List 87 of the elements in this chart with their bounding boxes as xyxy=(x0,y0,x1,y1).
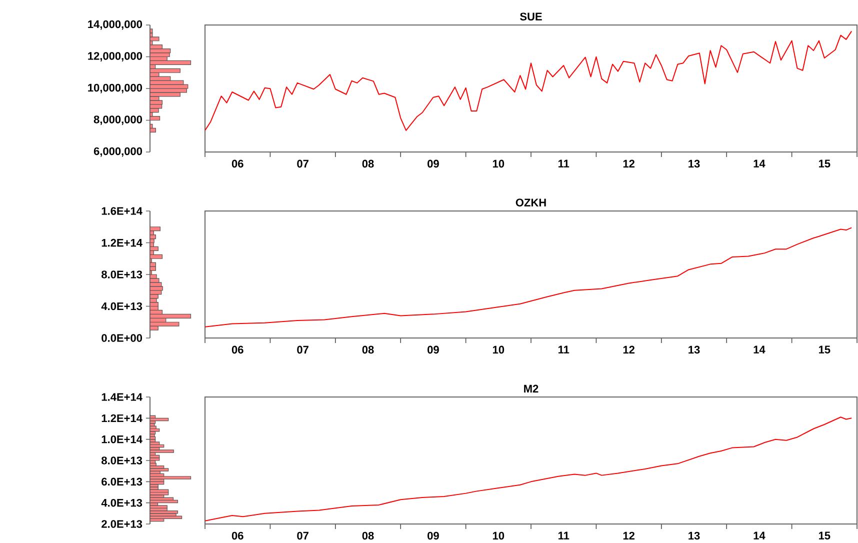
chart-title: SUE xyxy=(520,12,542,20)
bar xyxy=(150,48,171,54)
y-tick-label: 1.4E+14 xyxy=(102,393,142,401)
bar xyxy=(150,442,160,445)
y-tick-label: 4.0E+13 xyxy=(101,498,142,507)
x-tick-label: 14 xyxy=(754,160,766,168)
bar xyxy=(150,262,156,267)
x-tick-label: 13 xyxy=(688,160,700,168)
bar xyxy=(150,254,163,259)
bar xyxy=(150,128,156,132)
bar xyxy=(150,80,184,85)
bar xyxy=(150,84,188,89)
bar xyxy=(150,322,180,326)
bar xyxy=(150,431,156,434)
chart-title: M2 xyxy=(524,384,538,392)
bar xyxy=(150,274,157,279)
bar xyxy=(150,238,154,244)
bar xyxy=(150,246,158,251)
chart-title: OZKH xyxy=(516,198,546,206)
bar xyxy=(150,28,153,34)
bar xyxy=(150,278,160,283)
bar xyxy=(150,465,164,469)
y-tick-label: 6.0E+13 xyxy=(102,478,142,486)
x-tick-label: 15 xyxy=(818,532,830,540)
x-tick-label: 07 xyxy=(297,160,308,168)
x-tick-label: 11 xyxy=(558,532,570,540)
y-tick-label: 8,000,000 xyxy=(94,116,142,125)
x-tick-label: 08 xyxy=(362,346,374,354)
bar xyxy=(150,294,158,299)
x-tick-label: 14 xyxy=(754,532,766,540)
y-tick-label: 6,000,000 xyxy=(94,147,142,157)
bar xyxy=(150,226,160,232)
x-tick-label: 11 xyxy=(558,160,570,168)
y-tick-label: 1.6E+14 xyxy=(102,207,142,215)
bar xyxy=(150,108,159,113)
bar xyxy=(150,314,192,318)
bar xyxy=(150,497,174,500)
x-tick-label: 10 xyxy=(492,346,504,354)
y-tick-label: 0.0E+00 xyxy=(102,334,142,342)
x-tick-label: 08 xyxy=(362,160,374,168)
bar xyxy=(150,450,174,453)
x-tick-label: 07 xyxy=(297,346,308,354)
y-tick-label: 14,000,000 xyxy=(88,20,142,30)
x-tick-label: 13 xyxy=(688,532,700,540)
y-tick-label: 1.0E+14 xyxy=(102,435,142,444)
bar xyxy=(150,302,158,307)
x-tick-label: 08 xyxy=(362,532,374,540)
bar xyxy=(150,36,160,42)
x-tick-label: 09 xyxy=(428,160,439,168)
bar xyxy=(150,60,192,65)
y-tick-label: 2.0E+13 xyxy=(102,520,142,528)
x-tick-label: 12 xyxy=(623,532,634,540)
bar xyxy=(150,124,153,128)
bar xyxy=(150,476,192,480)
x-tick-label: 13 xyxy=(688,346,700,354)
bar xyxy=(150,439,156,442)
x-tick-label: 12 xyxy=(623,160,634,168)
y-tick-label: 8.0E+13 xyxy=(102,270,142,278)
y-tick-label: 12,000,000 xyxy=(88,52,142,62)
bar xyxy=(150,458,160,461)
bar xyxy=(150,266,156,271)
x-tick-label: 11 xyxy=(558,346,570,354)
y-tick-label: 8.0E+13 xyxy=(102,456,142,464)
bar xyxy=(150,306,158,311)
x-tick-label: 09 xyxy=(428,532,439,540)
y-tick-label: 4.0E+13 xyxy=(101,302,142,310)
bar xyxy=(150,298,157,303)
x-tick-label: 09 xyxy=(428,346,439,354)
x-tick-label: 06 xyxy=(232,532,244,540)
x-tick-label: 06 xyxy=(232,346,244,354)
x-tick-label: 14 xyxy=(754,346,766,354)
x-tick-label: 06 xyxy=(232,160,244,168)
x-tick-label: 10 xyxy=(492,532,504,540)
y-tick-label: 10,000,000 xyxy=(88,84,142,94)
bar xyxy=(150,286,163,291)
y-tick-label: 1.2E+14 xyxy=(102,414,142,422)
x-tick-label: 07 xyxy=(297,532,308,540)
x-tick-label: 12 xyxy=(623,346,634,354)
x-tick-label: 15 xyxy=(818,160,830,168)
bar xyxy=(150,100,163,105)
bar xyxy=(150,505,168,508)
bar xyxy=(150,116,160,121)
bar xyxy=(150,234,156,240)
x-tick-label: 15 xyxy=(818,346,830,354)
bar xyxy=(150,68,180,73)
x-tick-label: 10 xyxy=(492,160,504,168)
y-tick-label: 1.2E+14 xyxy=(102,238,142,247)
